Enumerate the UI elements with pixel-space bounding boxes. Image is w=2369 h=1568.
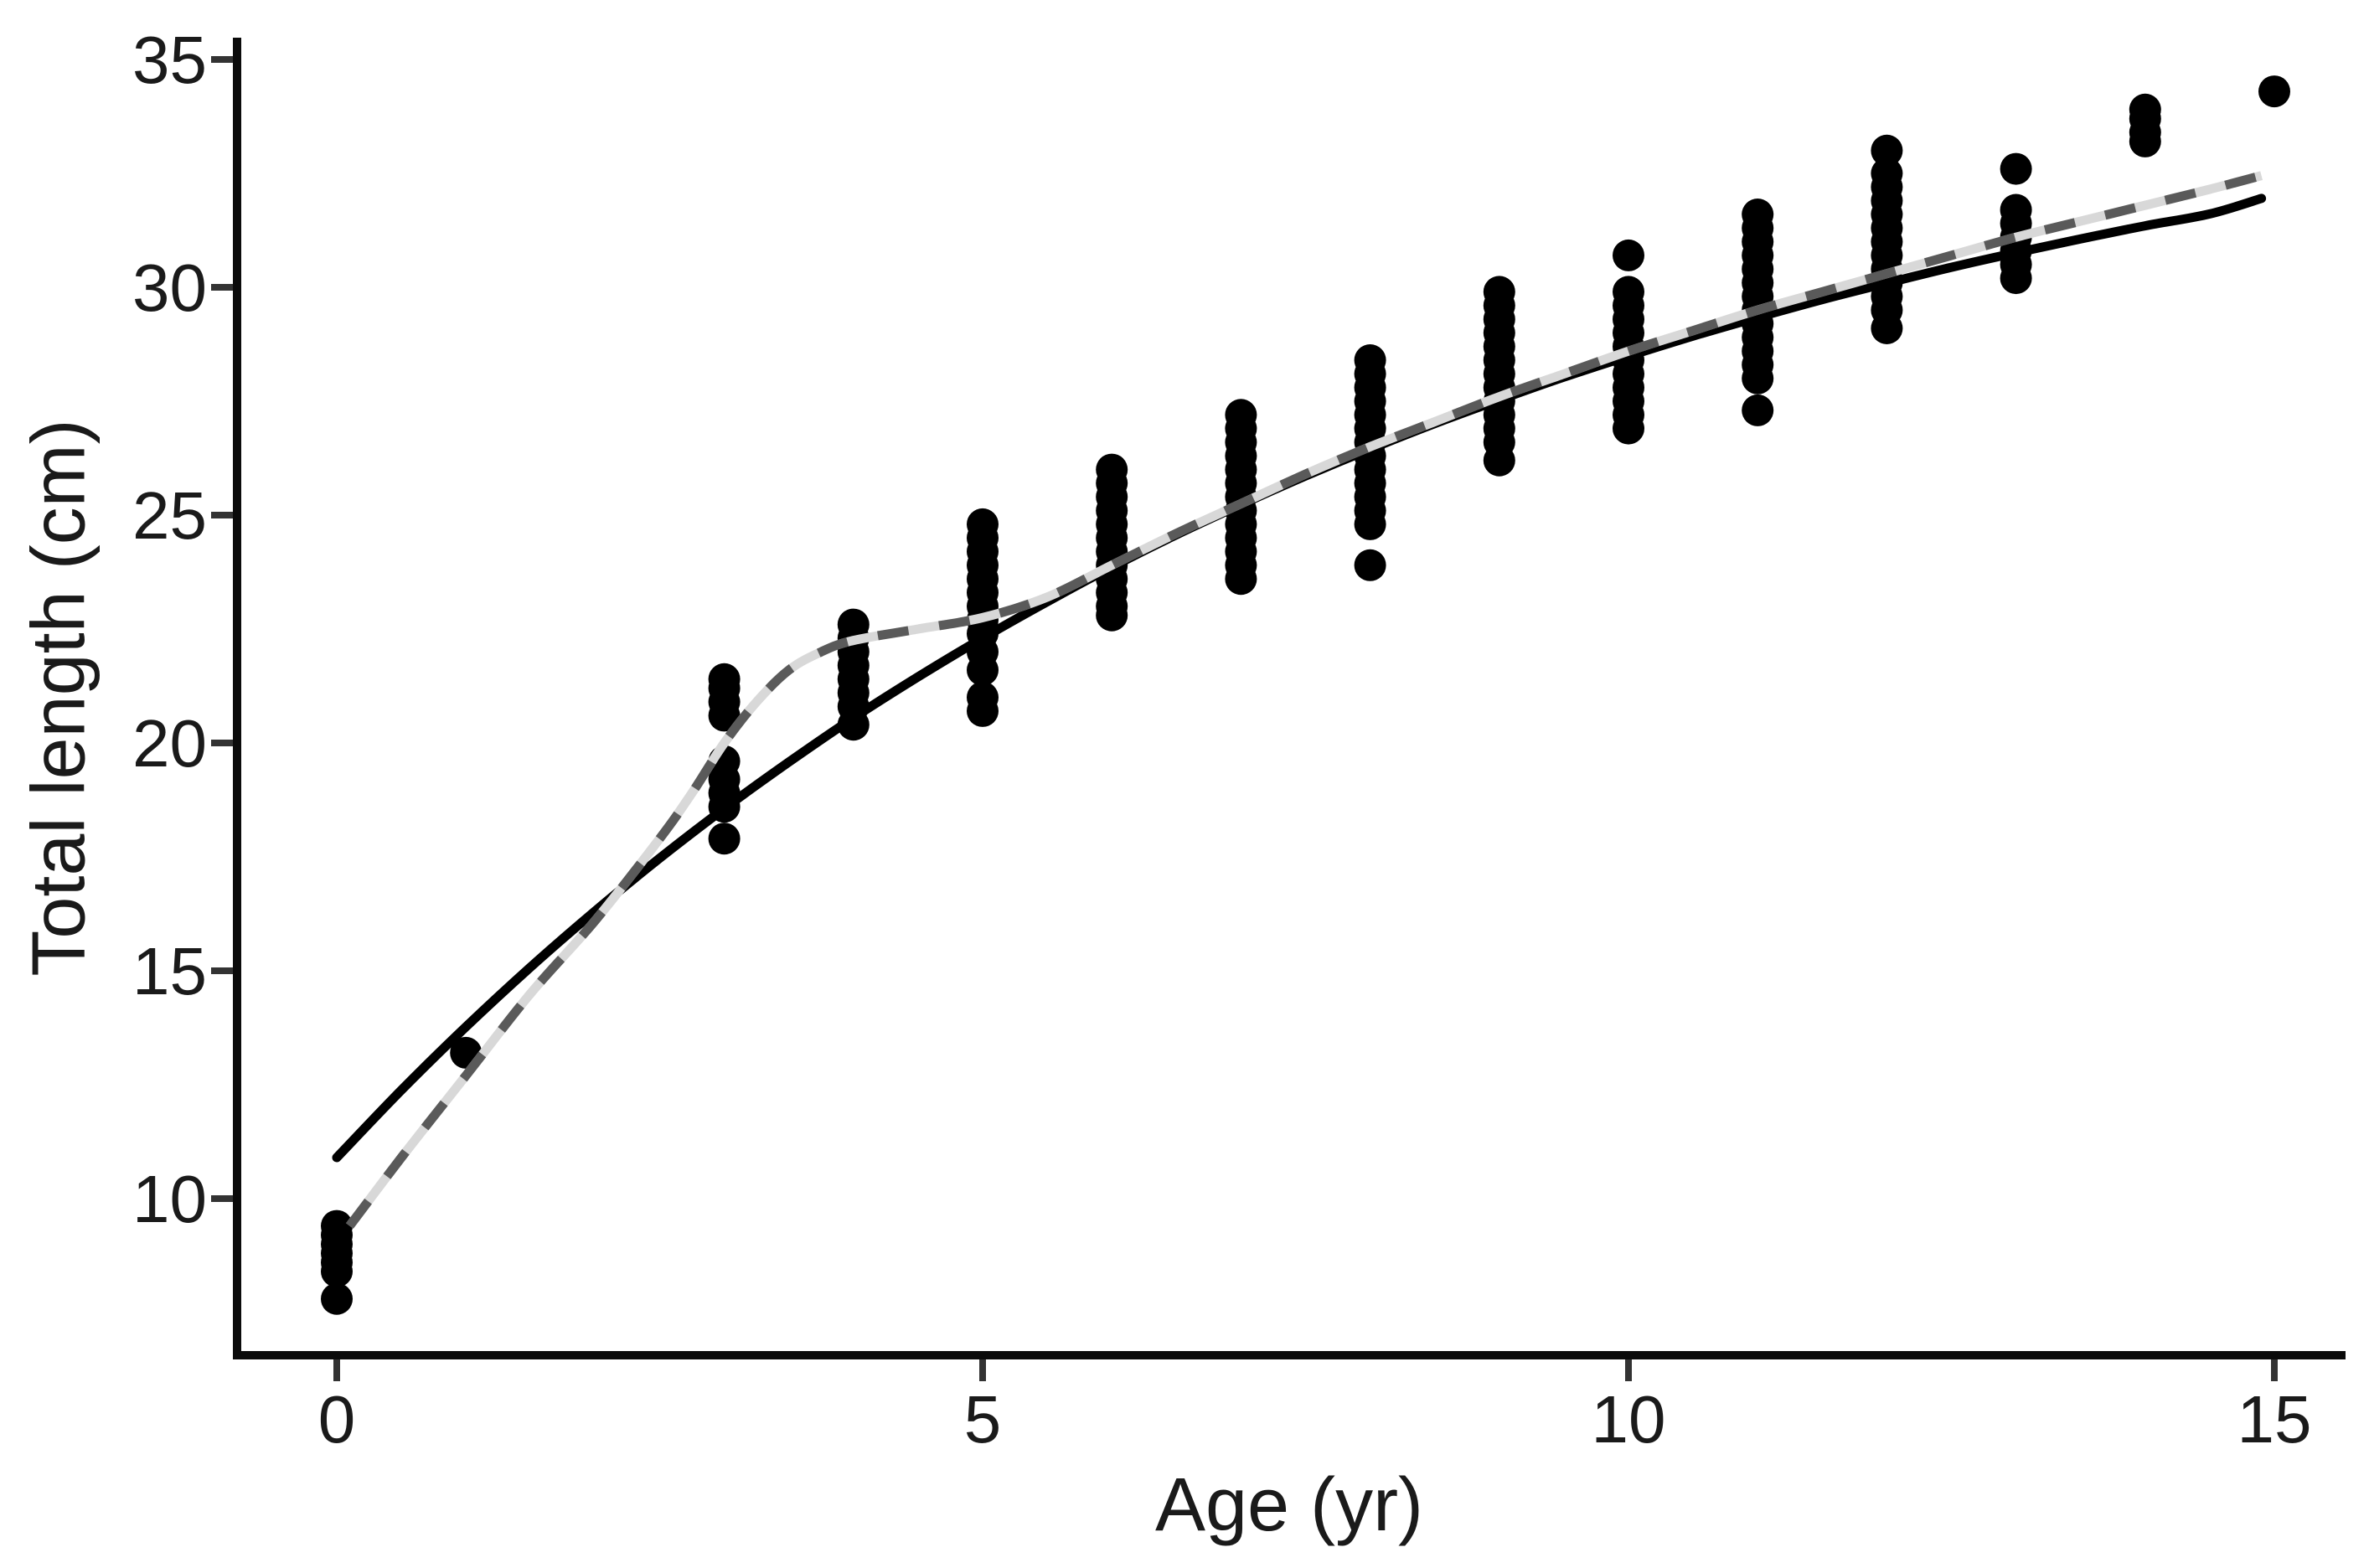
growth-curve-solid <box>332 193 2267 1163</box>
x-tick-label: 0 <box>318 1382 356 1457</box>
data-point <box>967 694 999 727</box>
y-tick-label: 30 <box>132 250 207 325</box>
y-axis-title-wrap: Total length (cm) <box>13 0 106 1395</box>
data-point <box>321 1282 353 1315</box>
data-point <box>321 1256 353 1287</box>
data-point <box>2258 75 2290 108</box>
data-point <box>967 654 999 686</box>
data-point <box>2129 125 2161 157</box>
data-point <box>1871 134 1903 167</box>
y-tick-label: 35 <box>132 23 207 97</box>
y-axis-title: Total length (cm) <box>18 418 101 977</box>
data-point <box>1871 312 1903 344</box>
y-tick-label: 10 <box>132 1162 207 1236</box>
y-tick-label: 25 <box>132 478 207 553</box>
data-point <box>1613 239 1644 271</box>
data-point <box>1096 599 1128 632</box>
data-point <box>1354 508 1386 540</box>
data-point <box>1742 362 1774 395</box>
data-point <box>708 823 741 855</box>
data-point <box>708 699 741 732</box>
data-point <box>1613 412 1644 445</box>
data-point <box>2000 262 2032 295</box>
data-point <box>1483 444 1515 477</box>
y-tick-label: 20 <box>132 706 207 781</box>
data-point <box>1225 563 1257 596</box>
growth-curve-dashed-light-underlay <box>346 171 2263 1229</box>
x-tick-label: 5 <box>964 1382 1002 1457</box>
data-point <box>1742 394 1774 426</box>
x-tick-label: 15 <box>2237 1382 2312 1457</box>
x-axis-title: Age (yr) <box>1154 1463 1424 1547</box>
y-tick-label: 15 <box>132 934 207 1008</box>
growth-curve-dashed-dark-dashes <box>346 171 2263 1229</box>
x-tick-label: 10 <box>1592 1382 1666 1457</box>
data-point <box>2000 152 2032 185</box>
data-point <box>1354 549 1386 581</box>
